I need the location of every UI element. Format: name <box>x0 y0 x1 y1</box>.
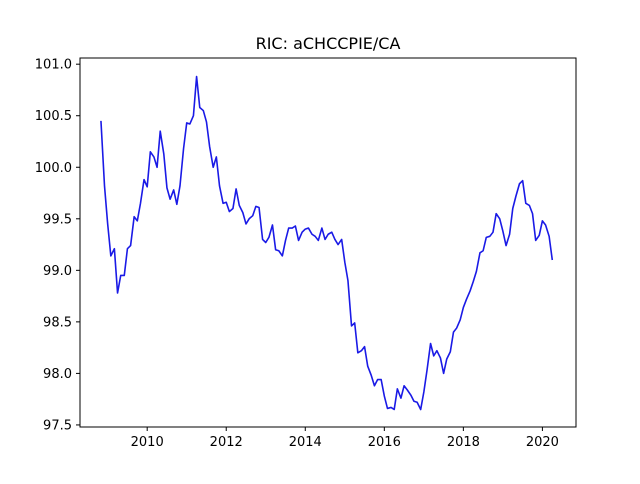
x-tick-label: 2014 <box>289 435 322 450</box>
x-axis: 2010 2012 2014 2016 2018 2020 <box>131 427 559 450</box>
y-tick-label: 98.0 <box>43 367 72 382</box>
y-tick-label: 99.0 <box>43 264 72 279</box>
y-tick-label: 100.0 <box>35 161 72 176</box>
x-tick-label: 2010 <box>131 435 164 450</box>
y-tick-label: 100.5 <box>35 109 72 124</box>
x-tick-label: 2012 <box>210 435 243 450</box>
y-axis: 97.5 98.0 98.5 99.0 99.5 100.0 100.5 101.0 <box>35 58 80 433</box>
plot-area <box>100 75 554 411</box>
x-tick-label: 2018 <box>447 435 480 450</box>
y-tick-label: 98.5 <box>43 315 72 330</box>
y-tick-label: 101.0 <box>35 58 72 73</box>
x-tick-label: 2020 <box>526 435 559 450</box>
series-line-0 <box>100 75 554 411</box>
y-tick-label: 97.5 <box>43 418 72 433</box>
y-tick-label: 99.5 <box>43 212 72 227</box>
chart-title: RIC: aCHCCPIE/CA <box>256 34 401 53</box>
x-tick-label: 2016 <box>368 435 401 450</box>
plot-frame <box>79 57 577 428</box>
